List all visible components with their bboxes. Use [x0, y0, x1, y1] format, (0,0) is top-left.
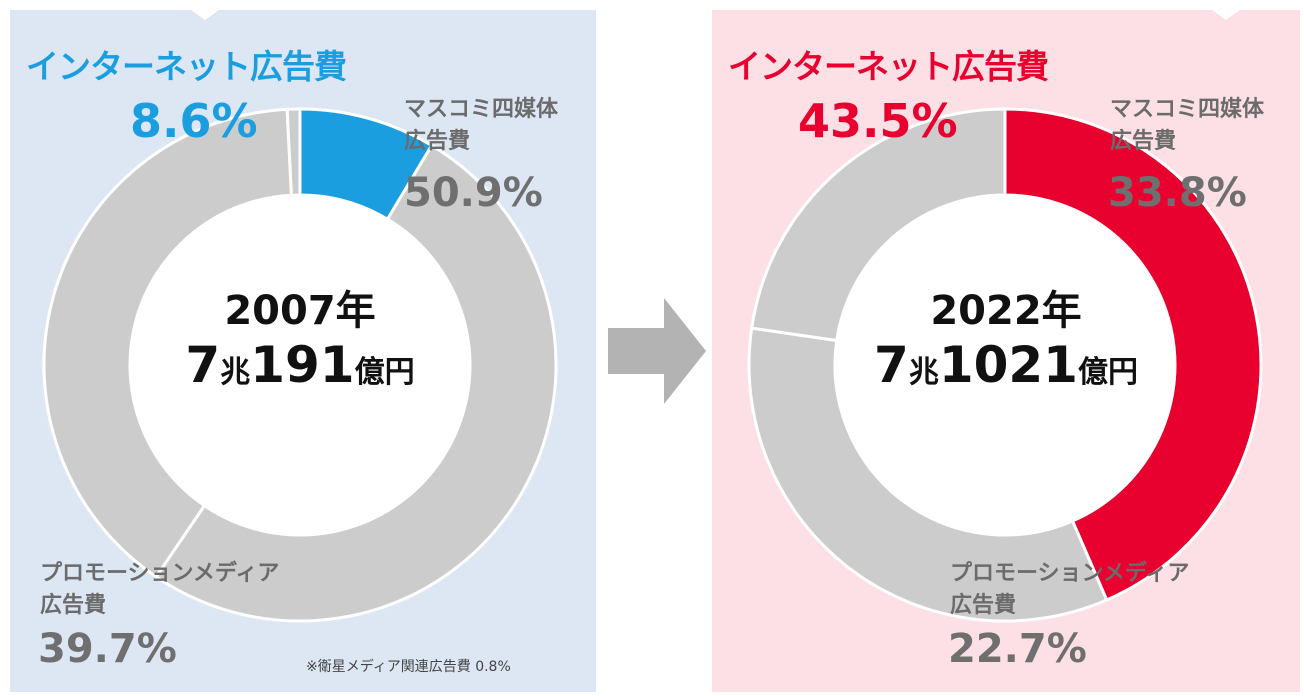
- internet-title-2007: インターネット広告費: [26, 47, 347, 86]
- donut-chart-2022: [747, 107, 1263, 623]
- internet-pct-2007: 8.6%: [130, 94, 258, 148]
- promo-media-pct-2022: 22.7%: [948, 626, 1087, 672]
- promo-media-label-line2: 広告費: [40, 593, 107, 618]
- total-amount-2022: 7兆1021億円: [874, 336, 1138, 394]
- panel-2007: インターネット広告費 8.6% マスコミ四媒体 広告費 50.9% プロモーショ…: [10, 10, 596, 692]
- promo-media-label-line2: 広告費: [950, 593, 1017, 618]
- donut-hole: [130, 195, 470, 535]
- panel-2022: インターネット広告費 43.5% マスコミ四媒体 広告費 33.8% プロモーシ…: [712, 10, 1300, 692]
- satellite-media-note: ※衛星メディア関連広告費 0.8%: [306, 659, 511, 675]
- promo-media-label-2007: プロモーションメディア 広告費: [40, 558, 279, 622]
- promo-media-label-line1: プロモーションメディア: [950, 561, 1190, 586]
- mass-media-pct-2007: 50.9%: [404, 170, 543, 216]
- mass-media-label-line1: マスコミ四媒体: [1110, 97, 1265, 122]
- center-label-2007: 2007年 7兆191億円: [150, 278, 450, 394]
- panel-notch: [1212, 10, 1240, 20]
- total-amount-2007: 7兆191億円: [185, 336, 415, 394]
- mass-media-label-line2: 広告費: [404, 129, 471, 154]
- promo-media-label-2022: プロモーションメディア 広告費: [950, 558, 1189, 622]
- year-label-2022: 2022年: [930, 288, 1082, 334]
- center-label-2022: 2022年 7兆1021億円: [856, 278, 1156, 394]
- mass-media-pct-2022: 33.8%: [1108, 170, 1247, 216]
- year-label-2007: 2007年: [224, 288, 376, 334]
- arrow-right-icon: [608, 298, 706, 404]
- donut-chart-2007: [42, 107, 558, 623]
- internet-pct-2022: 43.5%: [798, 94, 958, 148]
- panel-notch: [191, 10, 219, 20]
- mass-media-label-line2: 広告費: [1110, 129, 1177, 154]
- mass-media-label-2022: マスコミ四媒体 広告費: [1110, 94, 1264, 158]
- promo-media-label-line1: プロモーションメディア: [40, 561, 280, 586]
- internet-title-2022: インターネット広告費: [728, 47, 1049, 86]
- mass-media-label-line1: マスコミ四媒体: [404, 97, 559, 122]
- mass-media-label-2007: マスコミ四媒体 広告費: [404, 94, 558, 158]
- promo-media-pct-2007: 39.7%: [38, 626, 177, 672]
- donut-hole: [835, 195, 1175, 535]
